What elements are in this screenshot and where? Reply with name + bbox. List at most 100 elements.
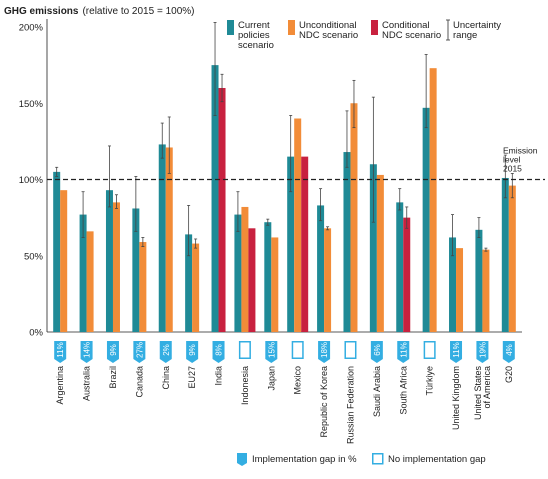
y-tick-label: 200% — [19, 23, 44, 34]
emission-level-label: 2015 — [503, 164, 522, 174]
y-tick-label: 150% — [19, 99, 44, 110]
x-category-label-line: Argentina — [55, 366, 65, 405]
x-category-label: EU27 — [187, 366, 197, 389]
bar-conditional — [248, 228, 256, 332]
bar-conditional — [403, 217, 411, 332]
bar-current — [264, 222, 272, 332]
bar-current — [105, 190, 113, 332]
bar-current — [234, 214, 242, 332]
bar-current — [53, 171, 61, 332]
implementation-gap-tag — [370, 341, 383, 363]
legend-swatch-current — [227, 20, 234, 35]
no-implementation-gap-box — [291, 341, 304, 359]
bar-unconditional — [192, 243, 200, 332]
x-category-label: Mexico — [293, 366, 303, 395]
x-category-label: Russian Federation — [345, 366, 355, 444]
bar-current — [185, 234, 193, 332]
implementation-gap-row: 11% 14% 9% 27% 2% 9% 8% 15% 18% 6% 11% 11% 19% 4% — [54, 341, 515, 363]
bar-current — [369, 164, 377, 332]
x-category-label-line: Türkiye — [425, 366, 435, 396]
implementation-gap-tag — [502, 341, 515, 363]
x-category-label-line: Republic of Korea — [319, 366, 329, 438]
x-category-label: India — [214, 366, 224, 386]
x-category-label: United Kingdom — [451, 366, 461, 430]
legend-label-unconditional: NDC scenario — [299, 30, 358, 41]
implementation-gap-label: 18% — [320, 342, 329, 358]
implementation-gap-label: 11% — [56, 342, 65, 357]
chart-title: GHG emissions — [4, 6, 79, 17]
implementation-gap-tag — [133, 341, 146, 363]
x-category-label-line: G20 — [504, 366, 514, 383]
x-category-label-line: China — [161, 366, 171, 390]
bar-conditional — [218, 88, 226, 332]
implementation-gap-tag — [159, 341, 172, 363]
x-category-label: Canada — [134, 366, 144, 398]
x-category-label: Indonesia — [240, 366, 250, 405]
x-category-label: United States of America — [473, 366, 492, 421]
x-axis-labels: Argentina Australia Brazil Canada China EU27 I… — [55, 366, 514, 445]
bar-conditional — [301, 156, 309, 332]
legend-label-current: scenario — [238, 40, 274, 51]
bar-unconditional — [429, 68, 437, 333]
implementation-gap-label: 8% — [215, 344, 224, 356]
chart-subtitle: (relative to 2015 = 100%) — [82, 6, 194, 17]
implementation-gap-tag — [186, 341, 199, 363]
x-category-label: China — [161, 366, 171, 390]
bottom-legend-no-gap-label: No implementation gap — [388, 454, 486, 465]
x-category-label-line: Canada — [134, 366, 144, 398]
bar-unconditional — [241, 206, 249, 332]
bar-current — [422, 107, 430, 332]
implementation-gap-tag — [80, 341, 93, 363]
x-category-label: Argentina — [55, 366, 65, 405]
bar-unconditional — [508, 185, 516, 332]
bar-unconditional — [482, 249, 490, 332]
bar-current — [501, 177, 509, 332]
bar-unconditional — [350, 103, 358, 332]
x-category-label-line: United States — [473, 366, 483, 421]
bottom-legend-gap-tag — [237, 453, 247, 466]
bar-current — [343, 152, 351, 332]
bar-current — [79, 214, 87, 332]
bottom-legend-gap-label: Implementation gap in % — [252, 454, 357, 465]
implementation-gap-label: 9% — [188, 344, 197, 356]
implementation-gap-tag — [476, 341, 489, 363]
bar-unconditional — [294, 118, 302, 332]
legend-label-current: Current — [238, 20, 270, 31]
y-tick-label: 0% — [29, 328, 43, 339]
x-category-label-line: South Africa — [398, 366, 408, 415]
no-implementation-gap-box — [344, 341, 357, 359]
x-category-label-line: United Kingdom — [451, 366, 461, 430]
bar-unconditional — [271, 237, 279, 332]
x-category-label-line: Japan — [266, 366, 276, 391]
legend-label-conditional: Conditional — [382, 20, 430, 31]
bar-current — [132, 208, 140, 332]
bar-unconditional — [376, 174, 384, 332]
bar-current — [475, 229, 483, 332]
bar-current — [287, 156, 295, 332]
bar-current — [158, 144, 166, 332]
legend-label-uncertainty: Uncertainty — [453, 20, 501, 31]
x-category-label: Australia — [82, 366, 92, 401]
bottom-legend-no-gap-box — [372, 453, 384, 465]
bar-current — [211, 65, 219, 332]
bottom-legend: Implementation gap in % No implementation… — [237, 453, 486, 466]
x-category-label: Brazil — [108, 366, 118, 389]
no-implementation-gap-box — [238, 341, 251, 359]
legend-label-uncertainty: range — [453, 30, 477, 41]
emission-level-label: level — [503, 155, 521, 165]
legend-label-current: policies — [238, 30, 270, 41]
y-tick-label: 100% — [19, 175, 44, 186]
x-category-label: Republic of Korea — [319, 366, 329, 438]
y-tick-label: 50% — [24, 251, 44, 262]
bar-unconditional — [165, 147, 173, 332]
x-category-label-line: Indonesia — [240, 366, 250, 405]
implementation-gap-label: 15% — [267, 342, 276, 358]
bar-unconditional — [86, 231, 94, 332]
implementation-gap-tag — [397, 341, 410, 363]
x-category-label-line: of America — [482, 366, 492, 409]
legend-label-unconditional: Unconditional — [299, 20, 357, 31]
implementation-gap-tag — [212, 341, 225, 363]
x-category-label: G20 — [504, 366, 514, 383]
